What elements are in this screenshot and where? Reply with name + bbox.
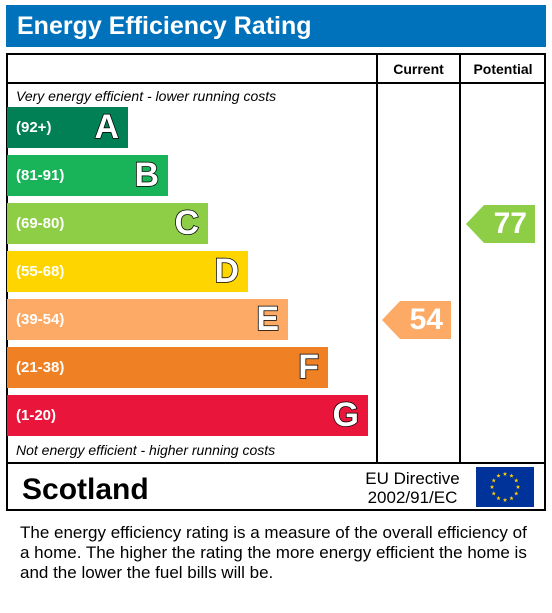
band-f: (21-38) F (7, 347, 328, 388)
potential-rating-value: 77 (493, 207, 527, 240)
header-divider (6, 82, 546, 84)
footer-divider (6, 462, 546, 464)
eu-star-icon (491, 478, 496, 483)
band-d: (55-68) D (7, 251, 248, 292)
band-e-range: (39-54) (16, 311, 65, 328)
eu-star-icon (502, 471, 508, 476)
band-a-letter: A (94, 107, 120, 147)
band-a: (92+) A (7, 107, 128, 148)
eu-star-icon (509, 495, 514, 501)
band-g: (1-20) G (7, 395, 368, 436)
current-rating-value: 54 (409, 303, 443, 336)
band-e-letter: E (256, 299, 280, 339)
eu-star-icon (514, 491, 519, 496)
bottom-note: Not energy efficient - higher running co… (16, 442, 276, 458)
band-b-letter: B (134, 155, 160, 195)
band-e: (39-54) E (7, 299, 288, 340)
band-c-letter: C (174, 203, 200, 243)
eu-star-icon (514, 478, 519, 483)
page-title: Energy Efficiency Rating (6, 5, 546, 47)
description-text: The energy efficiency rating is a measur… (20, 523, 527, 582)
eu-star-icon (509, 473, 514, 478)
band-c: (69-80) C (7, 203, 208, 244)
eu-star-icon (489, 484, 495, 489)
eu-star-icon (502, 497, 508, 502)
eu-star-icon (491, 491, 496, 496)
band-g-letter: G (332, 395, 360, 435)
region-label: Scotland (22, 473, 149, 506)
band-f-range: (21-38) (16, 359, 65, 376)
band-g-range: (1-20) (16, 407, 57, 424)
band-b-range: (81-91) (16, 167, 65, 184)
potential-column-header: Potential (473, 61, 533, 77)
potential-column-divider (459, 53, 461, 464)
eu-star-icon (496, 495, 501, 501)
current-column-divider (376, 53, 378, 464)
eu-flag-icon (476, 467, 534, 507)
eu-star-icon (496, 473, 501, 478)
current-column-header: Current (393, 61, 444, 77)
band-d-range: (55-68) (16, 263, 65, 280)
eu-directive: EU Directive 2002/91/EC (355, 469, 470, 507)
directive-line-2: 2002/91/EC (367, 488, 458, 507)
band-f-letter: F (297, 347, 319, 387)
band-d-letter: D (214, 251, 240, 291)
top-note: Very energy efficient - lower running co… (16, 88, 277, 104)
directive-line-1: EU Directive (365, 469, 460, 488)
band-b: (81-91) B (7, 155, 168, 196)
band-a-range: (92+) (16, 119, 52, 136)
band-c-range: (69-80) (16, 215, 65, 232)
eu-star-icon (515, 484, 521, 489)
